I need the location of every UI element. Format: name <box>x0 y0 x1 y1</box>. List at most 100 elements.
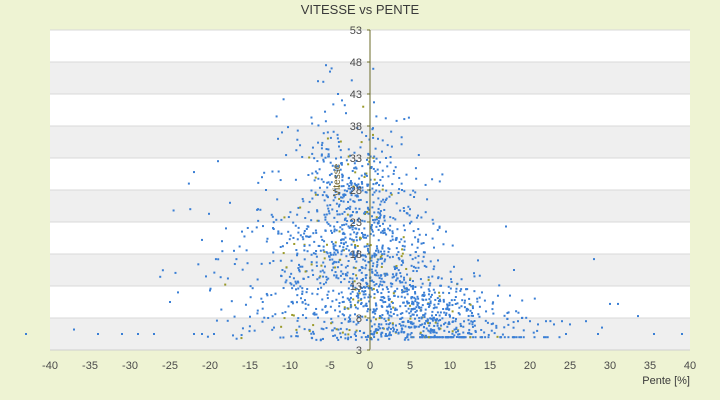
scatter-point <box>441 336 444 339</box>
scatter-point <box>409 333 412 336</box>
scatter-point <box>460 278 463 281</box>
scatter-point <box>350 194 353 197</box>
scatter-point <box>293 242 296 245</box>
scatter-point <box>383 216 386 219</box>
scatter-point <box>338 305 341 308</box>
scatter-point <box>280 232 283 235</box>
scatter-point <box>361 315 364 318</box>
scatter-point <box>268 262 271 265</box>
scatter-point <box>352 273 355 276</box>
scatter-point <box>379 327 382 330</box>
scatter-point <box>374 249 377 252</box>
scatter-point <box>251 287 254 290</box>
scatter-point <box>484 336 487 339</box>
scatter-point <box>417 325 420 328</box>
scatter-point <box>512 321 515 324</box>
scatter-point <box>431 336 434 339</box>
scatter-point <box>367 249 370 252</box>
scatter-point <box>314 176 317 179</box>
scatter-point <box>359 146 362 149</box>
scatter-point <box>349 252 352 255</box>
scatter-point <box>286 242 289 245</box>
scatter-point <box>206 335 209 338</box>
scatter-point <box>362 305 365 308</box>
scatter-point <box>460 325 463 328</box>
scatter-point <box>272 227 275 230</box>
scatter-point <box>341 301 344 304</box>
scatter-point <box>329 305 332 308</box>
scatter-point <box>310 189 313 192</box>
scatter-point <box>456 282 459 285</box>
scatter-point <box>338 302 341 305</box>
scatter-point <box>448 301 451 304</box>
scatter-point <box>320 178 323 181</box>
scatter-point <box>208 212 211 215</box>
scatter-point <box>411 336 414 339</box>
scatter-point <box>496 294 499 297</box>
scatter-point <box>467 314 470 317</box>
scatter-point <box>310 261 313 264</box>
scatter-point <box>330 67 333 70</box>
scatter-point <box>390 285 393 288</box>
scatter-point <box>509 294 511 297</box>
scatter-point <box>396 228 399 231</box>
scatter-point <box>343 314 346 317</box>
scatter-point <box>349 226 352 229</box>
scatter-point <box>296 294 299 297</box>
scatter-point <box>522 336 525 339</box>
scatter-point <box>346 271 349 274</box>
scatter-point <box>506 312 509 315</box>
scatter-point <box>373 331 376 334</box>
scatter-point <box>543 336 546 339</box>
scatter-point <box>73 328 75 331</box>
scatter-point <box>296 252 299 255</box>
scatter-point <box>361 287 364 290</box>
scatter-point <box>297 231 300 234</box>
scatter-point <box>409 304 412 307</box>
scatter-point <box>394 307 397 310</box>
scatter-point <box>346 245 349 248</box>
scatter-point <box>344 274 347 277</box>
x-tick-label: 25 <box>564 360 576 372</box>
scatter-point <box>377 338 380 341</box>
scatter-point <box>354 331 357 334</box>
scatter-point <box>372 287 375 290</box>
scatter-point <box>453 328 456 331</box>
scatter-point <box>424 312 427 315</box>
scatter-point <box>369 295 372 298</box>
scatter-point <box>402 301 405 304</box>
scatter-point <box>382 301 385 304</box>
scatter-point <box>374 312 377 315</box>
scatter-point <box>388 229 391 232</box>
scatter-point <box>350 214 353 217</box>
scatter-point <box>265 189 267 191</box>
scatter-point <box>419 332 422 335</box>
scatter-point <box>339 140 342 143</box>
scatter-point <box>349 180 352 183</box>
scatter-point <box>299 297 302 300</box>
scatter-point <box>451 330 454 333</box>
scatter-point <box>410 321 413 324</box>
scatter-point <box>380 292 383 295</box>
scatter-point <box>370 325 373 328</box>
scatter-point <box>507 336 510 339</box>
scatter-point <box>367 208 370 211</box>
scatter-point <box>495 324 498 327</box>
scatter-point <box>404 304 407 307</box>
scatter-point <box>375 157 378 160</box>
scatter-point <box>458 333 461 336</box>
scatter-point <box>357 199 360 202</box>
scatter-point <box>249 285 252 288</box>
scatter-point <box>343 218 346 221</box>
scatter-point <box>457 333 460 336</box>
scatter-point <box>337 93 339 95</box>
scatter-point <box>335 157 338 160</box>
scatter-point <box>465 309 468 312</box>
scatter-point <box>367 251 370 254</box>
scatter-point <box>367 335 370 338</box>
scatter-point <box>342 194 345 197</box>
scatter-point <box>327 210 330 213</box>
scatter-point <box>349 187 352 190</box>
scatter-point <box>338 191 341 194</box>
scatter-point <box>366 206 369 209</box>
